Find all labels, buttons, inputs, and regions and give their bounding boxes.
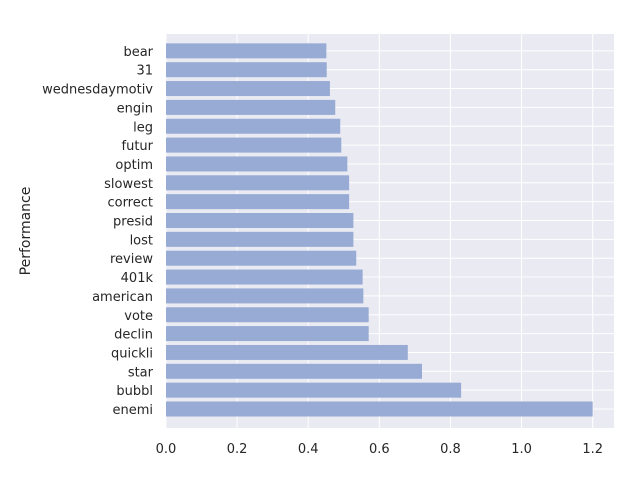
y-category-label: engin [117,101,153,116]
x-tick-label: 0.4 [298,442,319,457]
y-category-label: quickli [111,346,153,361]
bar [166,213,354,228]
y-category-label: correct [107,196,153,211]
y-category-label: futur [122,139,154,154]
y-category-label: vote [124,309,153,324]
y-category-label: 401k [121,271,154,286]
plot-background [166,34,614,428]
y-category-label: lost [130,233,153,248]
y-category-labels: enemi bubbl star quickli declin vote american 4… [42,45,153,418]
y-category-label: wednesdaymotiv [42,83,153,98]
y-category-label: presid [113,215,153,230]
x-tick-label: 1.0 [511,442,532,457]
bar [166,363,422,379]
y-category-label: star [128,365,154,380]
y-category-label: declin [114,328,153,343]
y-category-label: slowest [104,177,153,192]
x-tick-label: 0.6 [369,442,390,457]
bar [166,118,341,134]
y-category-label: review [110,252,153,267]
bar [166,137,342,153]
bar [166,81,330,97]
bar [166,62,327,78]
bar [166,344,408,360]
bar [166,250,357,266]
bar [166,401,593,417]
y-category-label: 31 [136,64,153,79]
y-category-label: optim [115,158,153,173]
bar [166,231,354,247]
x-tick-labels: 0.0 0.2 0.4 0.6 0.8 1.0 1.2 [156,442,603,457]
bars [166,43,593,417]
bar [166,269,363,285]
y-category-label: bear [123,45,153,60]
bar [166,99,336,115]
bar [166,43,327,59]
y-category-label: leg [133,120,153,135]
x-tick-label: 1.2 [582,442,603,457]
x-tick-label: 0.0 [156,442,177,457]
y-axis-label: Performance [18,187,34,276]
bar [166,156,348,172]
bar [166,288,364,304]
bar [166,194,350,210]
bar [166,326,369,342]
bar [166,307,369,323]
bar [166,175,350,191]
y-category-label: enemi [112,403,153,418]
bar [166,382,462,398]
x-tick-label: 0.8 [440,442,461,457]
y-category-label: american [92,290,153,305]
x-tick-label: 0.2 [227,442,248,457]
y-category-label: bubbl [116,384,153,399]
